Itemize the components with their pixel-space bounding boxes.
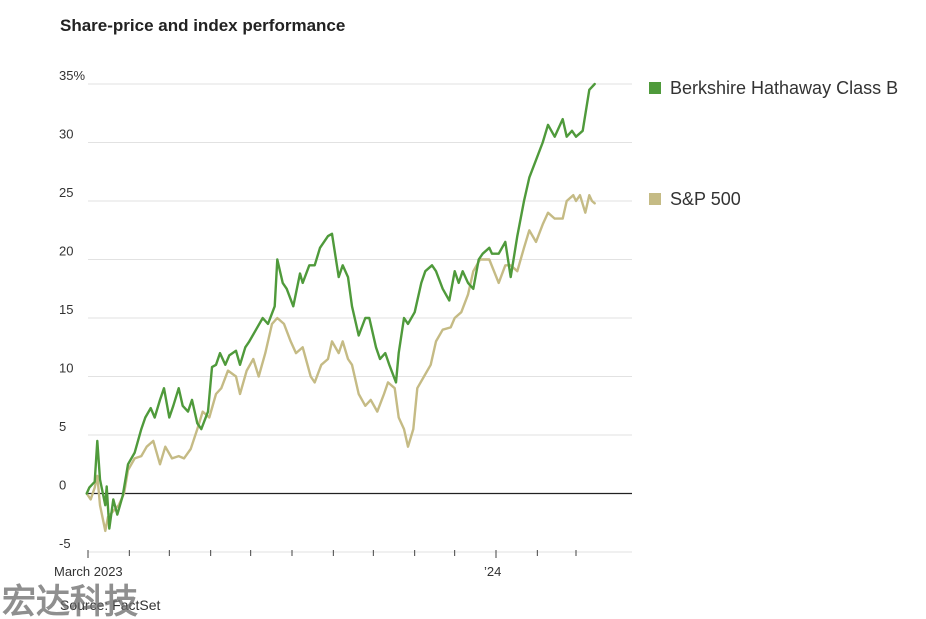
chart: Share-price and index performance 35% 30 2…	[0, 0, 926, 619]
legend-label: Berkshire Hathaway Class B	[670, 78, 898, 98]
series-line	[87, 195, 595, 531]
y-tick-label: 5	[59, 419, 66, 434]
y-tick-label: 10	[59, 361, 73, 376]
chart-title: Share-price and index performance	[60, 16, 345, 35]
y-axis: 35% 30 25 20 15 10 5 0 -5	[59, 68, 85, 551]
legend: Berkshire Hathaway Class B S&P 500	[649, 78, 898, 209]
y-tick-label: 25	[59, 185, 73, 200]
y-tick-label: 35%	[59, 68, 85, 83]
legend-swatch	[649, 82, 661, 94]
y-tick-label: 0	[59, 478, 66, 493]
watermark: 宏达科技	[2, 582, 138, 619]
x-axis: March 2023 ’24	[54, 550, 576, 579]
y-tick-label: -5	[59, 536, 71, 551]
series-line	[87, 84, 595, 529]
series-lines	[87, 84, 595, 531]
watermark-text: 宏达科技	[2, 582, 138, 619]
x-tick-label: March 2023	[54, 564, 123, 579]
legend-swatch	[649, 193, 661, 205]
grid	[88, 84, 632, 552]
y-tick-label: 30	[59, 127, 73, 142]
y-tick-label: 20	[59, 244, 73, 259]
legend-label: S&P 500	[670, 189, 741, 209]
x-tick-label: ’24	[484, 564, 501, 579]
y-tick-label: 15	[59, 302, 73, 317]
